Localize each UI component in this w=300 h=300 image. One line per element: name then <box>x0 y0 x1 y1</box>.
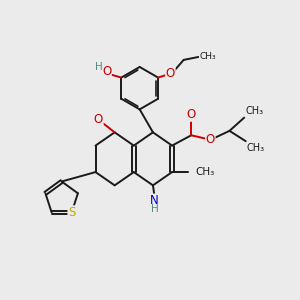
Text: N: N <box>150 194 159 207</box>
Text: CH₃: CH₃ <box>247 142 265 153</box>
Text: O: O <box>102 65 111 78</box>
Text: S: S <box>68 206 75 219</box>
Text: CH₃: CH₃ <box>245 106 263 116</box>
Text: H: H <box>151 205 158 214</box>
Text: O: O <box>206 133 215 146</box>
Text: CH₃: CH₃ <box>195 167 214 177</box>
Text: H: H <box>95 62 103 72</box>
Text: O: O <box>94 112 103 126</box>
Text: O: O <box>187 108 196 121</box>
Text: CH₃: CH₃ <box>200 52 216 62</box>
Text: O: O <box>166 67 175 80</box>
